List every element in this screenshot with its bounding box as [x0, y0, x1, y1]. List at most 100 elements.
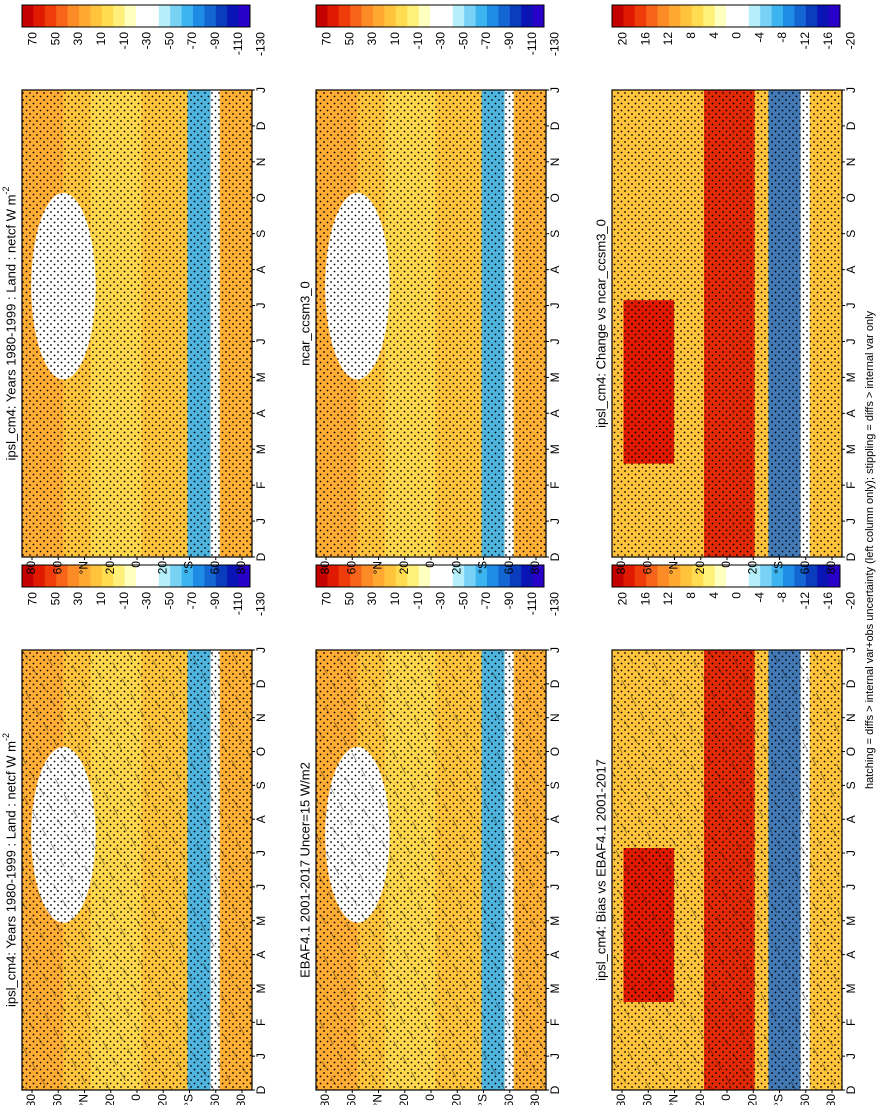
- footnote: hatching = diffs > internal var+obs unce…: [864, 310, 876, 790]
- panel-title: EBAF4.1 2001-2017 Uncer=15 W/m2: [297, 762, 312, 978]
- colorbar-label: 10: [388, 32, 402, 46]
- month-tick-label: J: [254, 647, 268, 653]
- colorbar-swatch: [90, 565, 103, 587]
- month-tick-label: N: [844, 713, 858, 722]
- colorbar-swatch: [238, 565, 251, 587]
- colorbar-swatch: [147, 565, 160, 587]
- colorbar-swatch: [33, 565, 46, 587]
- month-tick-label: J: [254, 850, 268, 856]
- colorbar-label: 50: [342, 592, 356, 606]
- colorbar-swatch: [67, 565, 80, 587]
- month-tick-label: A: [254, 951, 268, 959]
- colorbar-label: -50: [456, 32, 470, 50]
- colorbar-frame: [315, 564, 545, 588]
- colorbar-swatch: [657, 565, 670, 587]
- colorbar-swatch: [612, 565, 624, 587]
- field-bottom-right: [612, 90, 842, 557]
- lat-tick-label: 80: [614, 561, 628, 575]
- colorbar-swatch: [714, 5, 727, 27]
- colorbar-swatch: [90, 5, 103, 27]
- colorbar-swatch: [794, 565, 807, 587]
- colorbar-swatch: [634, 5, 647, 27]
- colorbar-swatch: [612, 5, 624, 27]
- colorbar-label: -12: [798, 32, 812, 50]
- month-tick-label: J: [844, 647, 858, 653]
- lat-tick-label: 0: [129, 561, 143, 568]
- colorbar-swatch: [703, 565, 715, 587]
- month-tick-label: F: [254, 1019, 268, 1026]
- colorbar-label: -16: [821, 592, 835, 610]
- month-tick-label: A: [844, 266, 858, 274]
- colorbar-swatch: [227, 565, 239, 587]
- month-tick-label: J: [548, 87, 562, 93]
- colorbar-label: 4: [707, 32, 721, 39]
- colorbar-swatch: [828, 5, 841, 27]
- colorbar-swatch: [475, 5, 488, 27]
- colorbar-frame: [611, 564, 841, 588]
- month-tick-label: J: [844, 850, 858, 856]
- colorbar-label: 50: [342, 32, 356, 46]
- month-tick-label: J: [844, 87, 858, 93]
- colorbar-swatch: [136, 565, 148, 587]
- colorbar-swatch: [395, 5, 408, 27]
- colorbar-label: -20: [844, 592, 858, 610]
- colorbar-swatch: [193, 5, 205, 27]
- lat-tick-label: °S: [476, 1094, 490, 1105]
- month-tick-label: N: [548, 713, 562, 722]
- colorbar-label: -30: [434, 592, 448, 610]
- colorbar-frame: [21, 564, 251, 588]
- colorbar-label: 8: [684, 32, 698, 39]
- colorbar-swatch: [338, 565, 351, 587]
- lat-tick-label: 80: [824, 561, 838, 575]
- colorbar-swatch: [794, 5, 807, 27]
- month-tick-label: O: [254, 747, 268, 756]
- colorbar-swatch: [726, 565, 738, 587]
- month-tick-label: N: [254, 713, 268, 722]
- month-tick-label: S: [254, 781, 268, 789]
- lat-tick-label: 60: [640, 1094, 654, 1105]
- month-tick-label: D: [254, 121, 268, 130]
- lat-tick-label: 20: [155, 561, 169, 575]
- colorbar-label: 30: [71, 592, 85, 606]
- month-tick-label: D: [254, 679, 268, 688]
- colorbar-middle-left: 70 50 30 10 -10 -30 -50 -70 -90 -110 -130: [315, 564, 562, 616]
- month-tick-label: A: [844, 409, 858, 417]
- month-tick-label: M: [548, 916, 562, 926]
- panel-middle-left: 80 60 °N 20 0 20 °S 60 80 D J F M A M J J A S O N D J EBAF4.1 2…: [297, 647, 562, 1107]
- colorbar-swatch: [361, 5, 374, 27]
- lat-tick-label: 0: [129, 1094, 143, 1101]
- colorbar-label: 4: [707, 592, 721, 599]
- month-tick-label: S: [254, 230, 268, 238]
- colorbar-swatch: [204, 5, 217, 27]
- colorbar-label: -50: [456, 592, 470, 610]
- lat-tick-label: 80: [234, 561, 248, 575]
- hatching: [316, 650, 546, 1090]
- lat-tick-label: °N: [667, 1094, 681, 1105]
- panel-title-superscript: -2: [1, 733, 11, 741]
- month-tick-label: A: [548, 266, 562, 274]
- colorbar-swatch: [805, 5, 818, 27]
- month-tick-label: J: [548, 850, 562, 856]
- month-tick-label: M: [548, 372, 562, 382]
- colorbar-swatch: [373, 565, 385, 587]
- colorbar-label: 10: [388, 592, 402, 606]
- colorbar-label: -10: [117, 592, 131, 610]
- lat-tick-label: 0: [423, 561, 437, 568]
- colorbar-swatch: [634, 565, 647, 587]
- colorbar-swatch: [227, 5, 239, 27]
- colorbar-swatch: [373, 5, 385, 27]
- colorbar-label: 10: [94, 592, 108, 606]
- lat-tick-label: 60: [50, 561, 64, 575]
- colorbar-label: 20: [616, 592, 630, 606]
- colorbar-swatch: [452, 565, 465, 587]
- colorbar-label: -70: [185, 592, 199, 610]
- colorbar-label: -90: [502, 592, 516, 610]
- colorbar-label: -90: [502, 32, 516, 50]
- colorbar-swatch: [418, 565, 431, 587]
- colorbar-frame: [611, 4, 841, 28]
- colorbar-swatch: [407, 565, 419, 587]
- month-tick-label: M: [844, 444, 858, 454]
- month-tick-label: D: [844, 552, 858, 561]
- colorbar-swatch: [521, 565, 533, 587]
- colorbar-swatch: [113, 5, 125, 27]
